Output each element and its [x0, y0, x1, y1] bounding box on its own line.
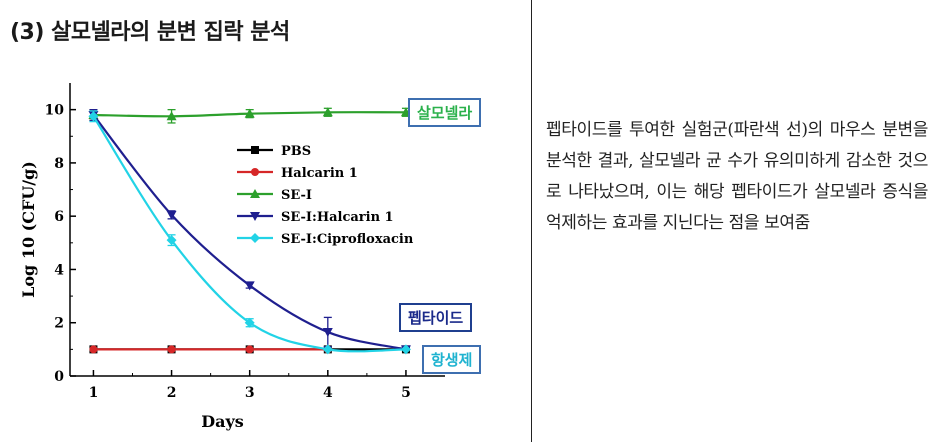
x-tick-label: 2 — [167, 385, 177, 401]
legend-label: PBS — [281, 144, 311, 159]
x-tick-label: 3 — [245, 385, 255, 401]
legend-marker — [251, 168, 259, 176]
data-point — [166, 235, 177, 246]
legend-label: Halcarin 1 — [281, 166, 358, 181]
y-tick-label: 4 — [54, 262, 64, 278]
series-halcarin-1 — [89, 345, 332, 354]
series-line — [92, 115, 406, 353]
slide-title: (3) 살모넬라의 분변 집락 분석 — [10, 20, 290, 45]
data-point — [244, 317, 255, 328]
y-tick-label: 2 — [54, 316, 64, 332]
data-point — [89, 345, 98, 354]
x-axis-label: Days — [201, 412, 244, 431]
series-se-i-ciprofloxacin — [88, 110, 411, 355]
data-point — [166, 111, 177, 121]
data-point — [322, 107, 333, 117]
series-se-i-halcarin-1 — [88, 108, 411, 355]
vertical-divider — [531, 0, 532, 442]
data-point — [167, 345, 176, 354]
data-point — [245, 345, 254, 354]
series-line — [92, 114, 407, 351]
series-se-i — [88, 107, 411, 124]
y-tick-label: 8 — [54, 156, 64, 172]
data-point — [244, 108, 255, 118]
x-tick-label: 1 — [89, 385, 99, 401]
data-point — [166, 210, 177, 220]
legend-marker — [250, 189, 260, 198]
callout-salmonella: 살모넬라 — [408, 98, 482, 127]
data-point — [400, 344, 411, 355]
y-tick-label: 0 — [54, 369, 64, 385]
legend-label: SE-I:Halcarin 1 — [281, 210, 394, 225]
x-tick-label: 4 — [323, 385, 333, 401]
description-text: 펩타이드를 투여한 실험군(파란색 선)의 마우스 분변을 분석한 결과, 살모… — [546, 120, 928, 233]
callout-antibiotic: 항생제 — [422, 345, 482, 374]
legend-marker — [250, 233, 260, 243]
callout-peptide: 펩타이드 — [399, 303, 473, 332]
y-tick-label: 6 — [54, 209, 64, 225]
data-point — [322, 328, 333, 338]
data-point — [88, 111, 99, 122]
data-point — [244, 281, 255, 291]
y-axis-label: Log 10 (CFU/g) — [19, 161, 38, 298]
legend-marker — [251, 146, 259, 154]
data-point — [322, 344, 333, 355]
legend-label: SE-I:Ciprofloxacin — [281, 232, 414, 247]
x-tick-label: 5 — [401, 385, 411, 401]
legend-label: SE-I — [281, 188, 312, 203]
y-tick-label: 10 — [45, 103, 65, 119]
legend-marker — [250, 212, 260, 221]
